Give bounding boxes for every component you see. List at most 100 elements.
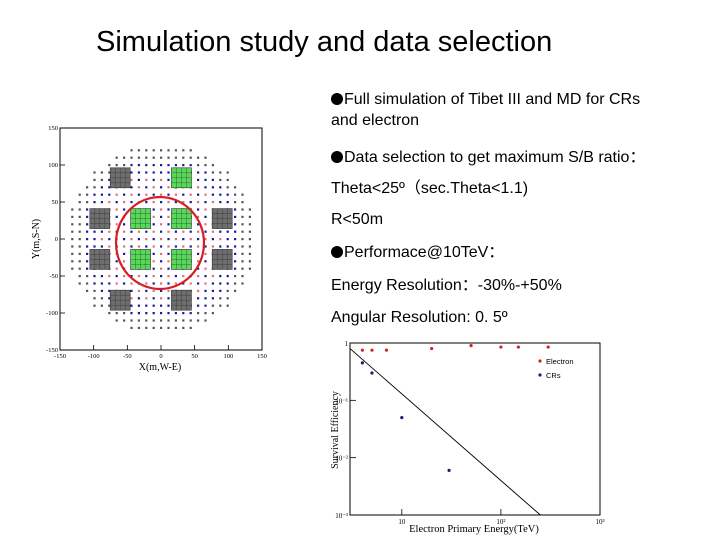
detector-dot	[226, 275, 229, 278]
detector-dot	[123, 245, 126, 248]
detector-dot	[248, 208, 251, 211]
data-point	[360, 348, 364, 352]
detector-dot	[78, 201, 81, 204]
detector-dot	[86, 289, 89, 292]
detector-dot	[160, 193, 163, 196]
detector-dot	[211, 275, 214, 278]
detector-dot	[234, 252, 237, 255]
detector-dot	[108, 312, 111, 315]
detector-dot	[167, 178, 170, 181]
bullet-text: Full simulation of Tibet III and MD for …	[344, 91, 641, 108]
detector-dot	[123, 319, 126, 322]
detector-dot	[167, 245, 170, 248]
detector-dot	[219, 238, 222, 241]
detector-dot	[241, 223, 244, 226]
bullet-text: R<50m	[331, 211, 384, 228]
detector-dot	[137, 193, 140, 196]
detector-dot	[152, 186, 155, 189]
detector-dot	[197, 156, 200, 159]
legend-entry: Electron	[546, 357, 574, 366]
detector-dot	[226, 282, 229, 285]
detector-dot	[211, 297, 214, 300]
detector-dot	[226, 178, 229, 181]
detector-dot	[204, 289, 207, 292]
data-point	[469, 344, 473, 348]
detector-dot	[226, 289, 229, 292]
detector-dot	[115, 215, 118, 218]
detector-dot	[226, 171, 229, 174]
detector-dot	[234, 208, 237, 211]
detector-dot	[100, 178, 103, 181]
selection-circle	[114, 195, 206, 291]
detector-layout-plot: -150 -100 -50 0 50 100 150 150100500-50-100-15…	[31, 125, 267, 373]
detector-dot	[86, 252, 89, 255]
detector-dot	[226, 186, 229, 189]
detector-dot	[130, 186, 133, 189]
detector-dot	[137, 319, 140, 322]
detector-dot	[167, 252, 170, 255]
detector-dot	[241, 260, 244, 263]
detector-dot	[71, 245, 74, 248]
detector-dot	[130, 238, 133, 241]
detector-dot	[241, 215, 244, 218]
detector-dot	[93, 171, 96, 174]
detector-dot	[130, 312, 133, 315]
detector-dot	[130, 193, 133, 196]
detector-dot	[189, 193, 192, 196]
detector-dot	[248, 267, 251, 270]
chart-ticks: 10 10² 10³ 1 10⁻¹ 10⁻² 10⁻³	[335, 340, 604, 526]
detector-dot	[211, 186, 214, 189]
chart-marks	[349, 344, 550, 516]
detector-dot	[182, 275, 185, 278]
detector-dot	[115, 156, 118, 159]
legend-entry: CRs	[546, 371, 561, 380]
detector-dot	[167, 164, 170, 167]
detector-dot	[130, 319, 133, 322]
detector-dot	[197, 171, 200, 174]
detector-dot	[123, 208, 126, 211]
detector-dot	[248, 230, 251, 233]
detector-dot	[86, 282, 89, 285]
detector-dot	[160, 171, 163, 174]
data-point	[499, 345, 503, 349]
detector-dot	[145, 245, 148, 248]
x-axis-label: X(m,W-E)	[139, 362, 182, 373]
detector-dot	[160, 186, 163, 189]
detector-dot	[78, 208, 81, 211]
detector-dot	[234, 267, 237, 270]
detector-dot	[211, 289, 214, 292]
detector-dot	[174, 193, 177, 196]
detector-dot	[174, 230, 177, 233]
detector-dot	[189, 230, 192, 233]
detector-dot	[145, 304, 148, 307]
detector-dot	[152, 282, 155, 285]
detector-dot	[137, 178, 140, 181]
detector-dot	[152, 215, 155, 218]
detector-dot	[145, 319, 148, 322]
detector-dot	[174, 319, 177, 322]
detector-dot	[197, 275, 200, 278]
detector-dot	[71, 208, 74, 211]
detector-dot	[152, 201, 155, 204]
detector-dot	[137, 171, 140, 174]
detector-dot	[86, 230, 89, 233]
detector-dot	[78, 245, 81, 248]
detector-dot	[152, 149, 155, 152]
detector-dot	[93, 282, 96, 285]
detector-dot	[78, 238, 81, 241]
detector-dot	[145, 282, 148, 285]
detector-dot	[130, 149, 133, 152]
detector-dot	[248, 215, 251, 218]
detector-dot	[204, 282, 207, 285]
detector-dot	[197, 304, 200, 307]
detector-dot	[204, 171, 207, 174]
detector-dot	[108, 171, 111, 174]
detector-dot	[182, 326, 185, 329]
detector-dot	[211, 164, 214, 167]
detector-dot	[204, 215, 207, 218]
detector-dot	[167, 275, 170, 278]
detector-dot	[204, 252, 207, 255]
detector-dot	[211, 282, 214, 285]
detector-dot	[160, 215, 163, 218]
data-point	[400, 415, 404, 420]
